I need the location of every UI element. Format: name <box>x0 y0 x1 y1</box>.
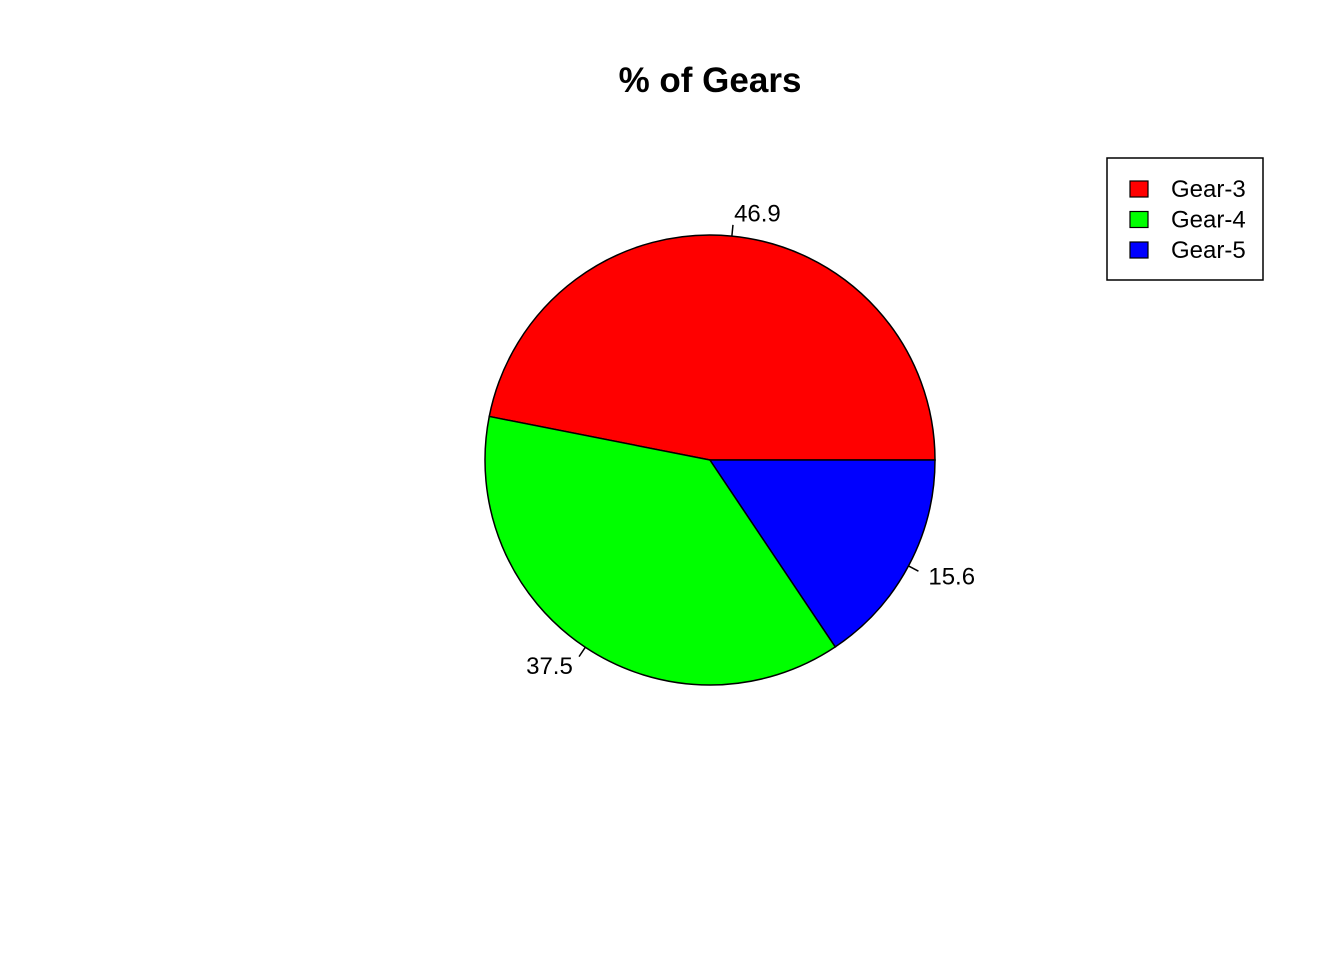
legend: Gear-3 Gear-4 Gear-5 <box>1106 157 1264 281</box>
legend-swatch-gear-4 <box>1129 210 1149 229</box>
slice-label-gear-3: 46.9 <box>734 201 781 228</box>
pie-slice-gear-5 <box>708 459 936 648</box>
legend-swatch-gear-3 <box>1129 180 1149 198</box>
pie-slice-gear-4 <box>484 415 837 686</box>
pie-slices <box>484 234 936 686</box>
slice-label-gear-4: 37.5 <box>526 653 573 680</box>
pie-slice-gear-3 <box>488 234 936 461</box>
legend-swatch-gear-5 <box>1129 241 1149 259</box>
legend-label-gear-3: Gear-3 <box>1171 176 1246 203</box>
chart-title: % of Gears <box>619 61 802 100</box>
legend-label-gear-4: Gear-4 <box>1171 207 1246 234</box>
slice-label-tick <box>908 565 919 572</box>
slice-labels: 46.9 37.5 15.6 <box>526 201 975 680</box>
slice-label-tick <box>731 224 734 237</box>
slice-label-tick <box>578 646 586 658</box>
slice-label-gear-5: 15.6 <box>928 563 975 590</box>
legend-label-gear-5: Gear-5 <box>1171 237 1246 264</box>
